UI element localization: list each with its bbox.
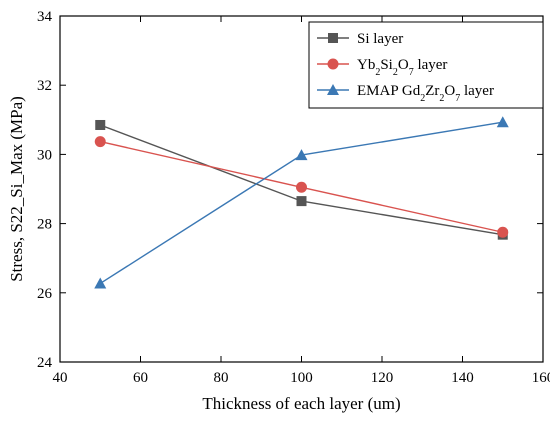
data-point (94, 277, 107, 289)
x-axis-title: Thickness of each layer (um) (202, 394, 400, 413)
x-tick-label: 100 (290, 370, 313, 386)
legend-label: EMAP Gd2Zr2O7 layer (357, 83, 494, 104)
legend-swatch-marker (327, 58, 339, 70)
y-tick-label: 34 (37, 9, 53, 25)
legend-label: Yb2Si2O7 layer (357, 57, 447, 78)
data-point (296, 196, 307, 207)
series-0 (95, 119, 508, 240)
legend-label: Si layer (357, 31, 403, 47)
y-tick-label: 26 (37, 286, 53, 302)
legend: Si layer Yb2Si2O7 layer EMAP Gd2Zr2O7 laye… (308, 21, 544, 109)
series-group (94, 116, 509, 289)
legend-box (308, 21, 544, 109)
x-tick-label: 60 (133, 370, 148, 386)
series-1 (94, 136, 509, 238)
x-tick-label: 40 (53, 370, 68, 386)
axis-ticks: 40 60 80 100 120 140 160 24 26 28 30 32 34 (37, 9, 550, 386)
data-point (295, 149, 308, 161)
data-point (95, 119, 106, 130)
legend-item: EMAP Gd2Zr2O7 layer (317, 83, 494, 104)
y-tick-label: 30 (37, 147, 52, 163)
legend-item: Yb2Si2O7 layer (317, 57, 447, 78)
data-point (94, 136, 106, 148)
legend-swatch-marker (327, 84, 339, 95)
x-tick-label: 140 (451, 370, 474, 386)
data-point (496, 116, 509, 128)
data-point (296, 181, 307, 193)
legend-item: Si layer (317, 31, 403, 47)
y-axis-title: Stress, S22_Si_Max (MPa) (7, 96, 26, 282)
series-2 (94, 116, 509, 289)
y-tick-label: 28 (37, 217, 52, 233)
data-point (497, 226, 509, 238)
y-tick-label: 32 (37, 78, 52, 94)
legend-swatch-marker (328, 33, 338, 43)
x-tick-label: 120 (371, 370, 394, 386)
x-tick-label: 80 (214, 370, 229, 386)
x-tick-label: 160 (532, 370, 550, 386)
y-tick-label: 24 (37, 355, 53, 371)
